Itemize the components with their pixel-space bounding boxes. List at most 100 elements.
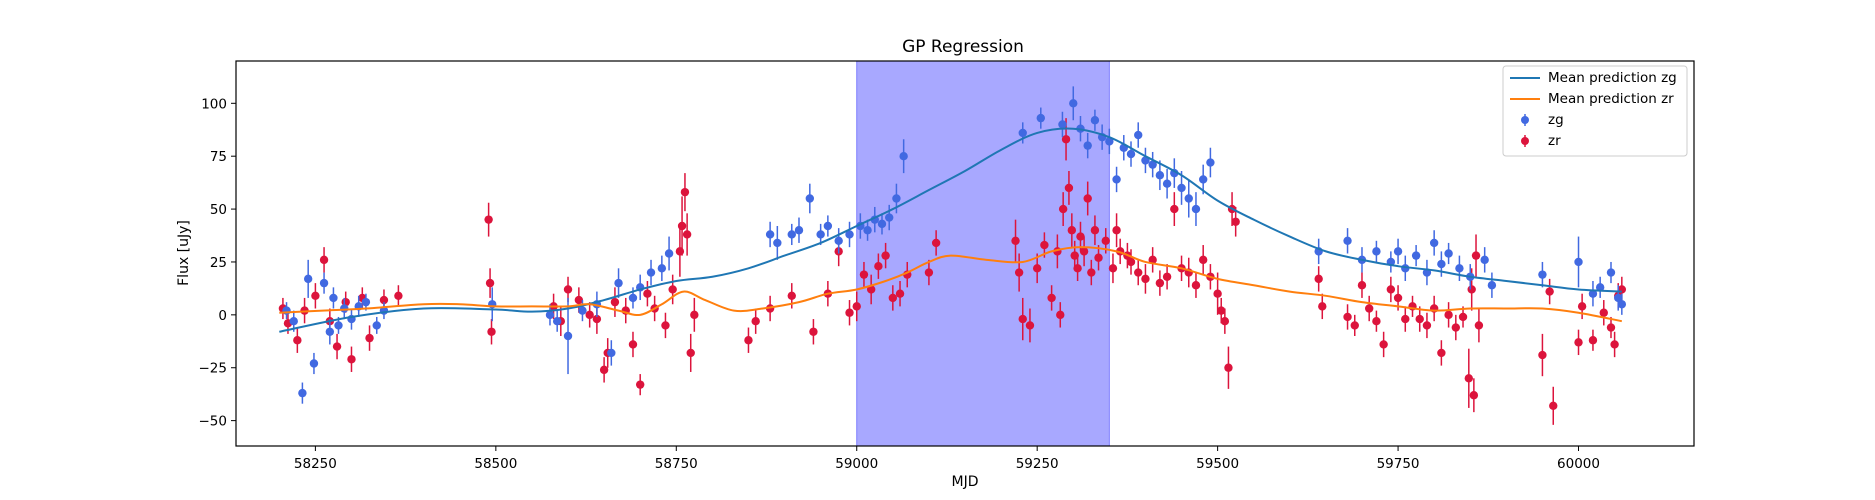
data-point-zg [1606,261,1616,284]
data-point-zr [347,346,356,372]
marker [1231,217,1240,226]
data-point-zg [1422,259,1432,286]
data-point-zg [816,223,825,246]
marker [885,213,894,222]
legend-label-zg-line: Mean prediction zg [1548,70,1677,86]
marker [1350,321,1359,330]
marker [578,306,587,315]
marker [845,308,854,317]
data-point-zg [823,215,833,237]
marker [1198,255,1208,265]
data-point-zr [1014,253,1024,292]
data-point-zr [1458,306,1468,328]
data-point-zg [834,228,843,254]
marker [1040,240,1049,250]
legend-label-zr-line: Mean prediction zr [1548,91,1674,107]
data-point-zr [1198,245,1208,275]
marker [1141,274,1150,284]
data-point-zr [293,327,302,353]
marker [931,238,941,248]
marker [895,289,905,298]
marker [765,230,775,239]
data-point-zr [859,261,869,288]
marker [1025,321,1035,330]
y-tick-label: 100 [201,96,227,112]
marker [1126,149,1136,159]
data-point-zg [1206,147,1215,178]
data-point-zr [643,281,652,307]
y-tick-label: 25 [210,255,227,271]
data-point-zr [881,242,890,269]
marker [1014,268,1024,277]
y-tick-label: −25 [199,361,228,377]
data-point-zr [1108,253,1118,284]
data-point-zr [1401,306,1410,332]
data-point-zg [1155,160,1165,191]
marker [293,336,302,345]
marker [1467,285,1476,294]
marker [643,289,652,298]
data-point-zg [545,304,555,326]
marker [289,316,298,326]
data-point-zg [1162,168,1172,199]
marker [1617,300,1627,309]
x-tick-label: 59750 [1377,456,1420,472]
marker [1393,293,1403,303]
marker [1112,175,1121,184]
data-point-zg [787,223,796,246]
data-point-zr [365,325,374,351]
marker [686,348,695,358]
marker [319,278,329,288]
marker [1064,183,1074,193]
data-point-zg [1411,245,1421,267]
data-point-zg [563,297,573,375]
data-point-zg [1105,128,1114,155]
data-point-zg [1480,247,1489,273]
marker [1061,135,1071,144]
legend-box [1502,65,1688,157]
marker [1032,264,1042,273]
marker [1588,289,1598,298]
marker [1314,274,1323,284]
data-point-zr [866,274,876,305]
data-point-zr [924,259,934,286]
legend-label-zr: zr [1548,133,1561,149]
data-point-zr [1350,314,1359,336]
marker [1474,321,1484,330]
data-point-zg [1314,238,1323,265]
data-point-zg [1177,171,1186,205]
data-point-zr [690,297,699,332]
data-point-zr [1577,293,1587,320]
data-point-zr [1343,304,1352,330]
data-point-zr [680,173,690,212]
data-point-zr [1408,295,1417,317]
data-point-zr [1170,192,1179,226]
marker [361,297,371,307]
data-point-zr [1162,264,1172,290]
data-point-zr [1073,255,1082,281]
data-point-zr [1574,329,1583,356]
data-point-zr [1011,219,1020,262]
marker [1069,99,1078,108]
mean-prediction-layer [279,127,1623,333]
data-point-zr [1444,302,1453,328]
data-point-zr [1545,278,1554,305]
marker [1364,304,1374,313]
x-axis: 58250 58500 58750 59000 59250 59500 59750 60000 [294,446,1600,472]
data-point-zr [852,291,861,322]
marker [1464,374,1474,383]
data-point-zr [394,285,403,307]
data-point-zg [657,255,667,281]
marker [744,336,753,345]
marker [1480,255,1489,265]
marker [1343,312,1352,322]
marker [1213,289,1222,298]
data-point-zr [1056,302,1065,328]
marker [628,293,638,303]
data-point-zg [1148,151,1157,178]
data-point-zr [1386,276,1396,303]
legend-swatch-zg-marker [1521,116,1529,124]
data-point-zr [1588,329,1598,351]
marker [545,310,555,320]
marker [1094,253,1103,262]
